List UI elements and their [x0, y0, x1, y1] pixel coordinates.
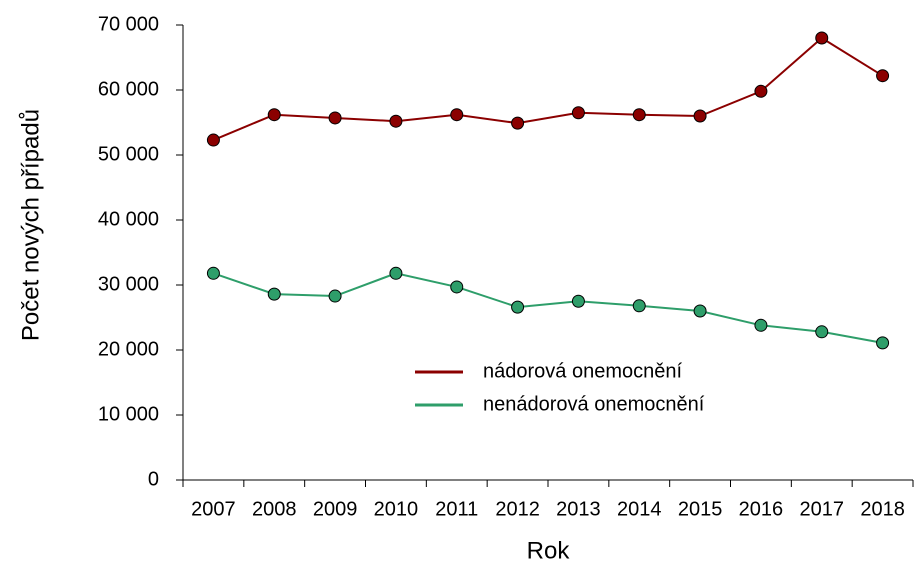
data-point: [511, 116, 525, 130]
data-point: [267, 287, 281, 301]
data-point: [450, 108, 464, 122]
x-tick-label: 2007: [191, 498, 236, 520]
x-tick-label: 2009: [313, 498, 358, 520]
legend-label: nádorová onemocnění: [483, 360, 682, 382]
x-tick-label: 2012: [495, 498, 540, 520]
data-point: [815, 325, 829, 339]
y-tick-label: 10 000: [98, 403, 159, 425]
y-tick-label: 50 000: [98, 143, 159, 165]
data-point: [571, 294, 585, 308]
data-point: [632, 299, 646, 313]
x-tick-label: 2018: [860, 498, 905, 520]
data-point: [450, 280, 464, 294]
y-tick-label: 0: [148, 468, 159, 490]
x-tick-label: 2014: [617, 498, 662, 520]
data-point: [632, 108, 646, 122]
data-point: [511, 300, 525, 314]
y-axis-title: Počet nových případů: [17, 109, 44, 341]
data-point: [815, 31, 829, 45]
x-tick-label: 2015: [678, 498, 723, 520]
data-point: [328, 289, 342, 303]
y-tick-label: 30 000: [98, 273, 159, 295]
x-tick-label: 2011: [435, 498, 478, 520]
data-point: [754, 84, 768, 98]
data-point: [206, 266, 220, 280]
y-tick-label: 60 000: [98, 78, 159, 100]
data-point: [754, 318, 768, 332]
x-tick-label: 2017: [800, 498, 845, 520]
data-point: [571, 106, 585, 120]
data-point: [389, 266, 403, 280]
y-tick-label: 20 000: [98, 338, 159, 360]
x-tick-label: 2008: [252, 498, 297, 520]
data-point: [693, 109, 707, 123]
y-tick-label: 40 000: [98, 208, 159, 230]
x-axis-title: Rok: [527, 537, 571, 564]
data-point: [693, 304, 707, 318]
data-point: [267, 108, 281, 122]
data-point: [876, 69, 890, 83]
data-point: [328, 111, 342, 125]
x-tick-label: 2013: [556, 498, 601, 520]
x-tick-label: 2010: [374, 498, 419, 520]
data-point: [389, 114, 403, 128]
data-point: [206, 133, 220, 147]
data-point: [876, 336, 890, 350]
x-tick-label: 2016: [739, 498, 784, 520]
series-line: [213, 272, 883, 344]
series-line: [213, 36, 884, 141]
legend-label: nenádorová onemocnění: [483, 393, 705, 415]
y-tick-label: 70 000: [98, 13, 159, 35]
